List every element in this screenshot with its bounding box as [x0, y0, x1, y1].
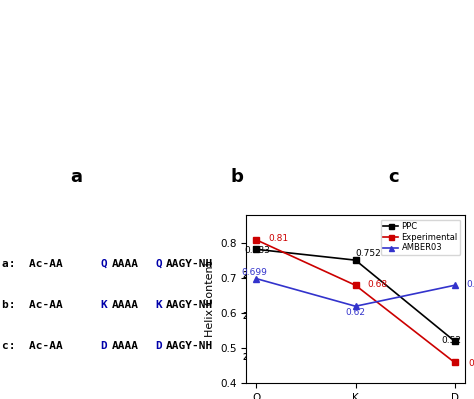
Text: 0.52: 0.52 — [442, 336, 462, 345]
Text: AAAA: AAAA — [111, 300, 138, 310]
Text: 0.699: 0.699 — [242, 268, 267, 277]
Text: 2: 2 — [243, 312, 247, 321]
Line: Experimental: Experimental — [254, 237, 457, 365]
Text: AAAA: AAAA — [111, 342, 138, 352]
PPC — [353, 258, 358, 263]
Text: AAGY-NH: AAGY-NH — [166, 259, 213, 269]
Text: 0.81: 0.81 — [268, 234, 288, 243]
Text: 0.62: 0.62 — [346, 308, 365, 317]
Y-axis label: Helix Content: Helix Content — [205, 261, 215, 337]
Experimental — [353, 283, 358, 288]
Text: b: b — [230, 168, 244, 186]
Text: a: a — [70, 168, 82, 186]
AMBER03 — [353, 304, 358, 309]
Text: 0.68: 0.68 — [367, 280, 388, 289]
Text: c:  Ac-AA: c: Ac-AA — [2, 342, 63, 352]
AMBER03 — [254, 276, 259, 281]
Line: PPC: PPC — [254, 247, 457, 344]
PPC — [254, 247, 259, 252]
Text: a:  Ac-AA: a: Ac-AA — [2, 259, 63, 269]
Text: D: D — [100, 342, 107, 352]
Experimental — [254, 237, 259, 242]
Text: D: D — [155, 342, 162, 352]
Text: b:  Ac-AA: b: Ac-AA — [2, 300, 63, 310]
Text: K: K — [155, 300, 162, 310]
Text: 0.752: 0.752 — [356, 249, 381, 259]
AMBER03 — [452, 283, 457, 288]
Text: Q: Q — [155, 259, 162, 269]
Text: AAGY-NH: AAGY-NH — [166, 300, 213, 310]
Text: 2: 2 — [243, 353, 247, 362]
Text: K: K — [100, 300, 107, 310]
Text: 0.459: 0.459 — [468, 359, 474, 368]
Text: 0.783: 0.783 — [245, 246, 270, 255]
Text: c: c — [388, 168, 399, 186]
Text: 2: 2 — [243, 271, 247, 280]
Text: AAAA: AAAA — [111, 259, 138, 269]
Experimental — [452, 360, 457, 365]
Legend: PPC, Experimental, AMBER03: PPC, Experimental, AMBER03 — [381, 219, 460, 255]
Line: AMBER03: AMBER03 — [254, 276, 457, 309]
Text: AAGY-NH: AAGY-NH — [166, 342, 213, 352]
Text: Q: Q — [100, 259, 107, 269]
PPC — [452, 339, 457, 344]
Text: 0.68: 0.68 — [466, 280, 474, 289]
